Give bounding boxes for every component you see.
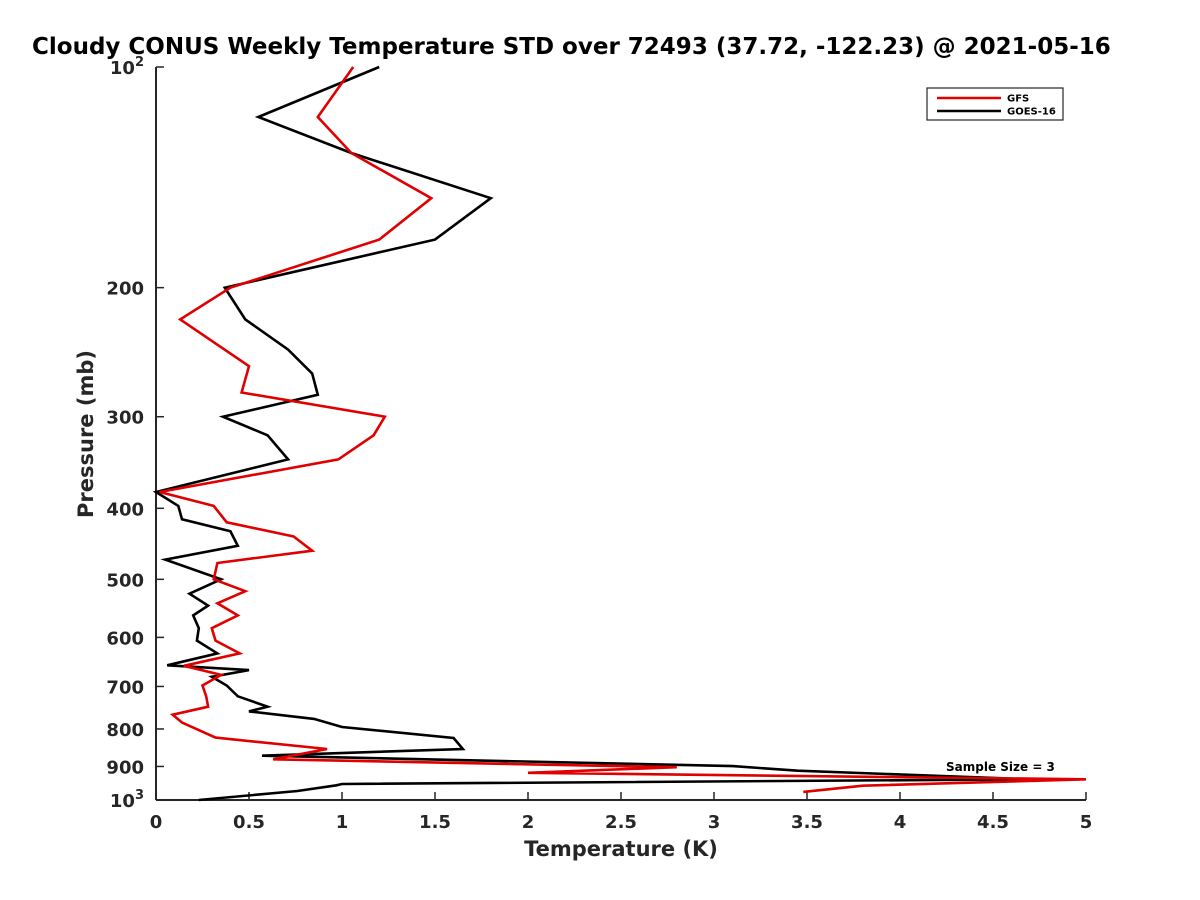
series-line-gfs [159, 66, 1087, 794]
x-axis-ticks: 0 0.5 1 1.5 2 2.5 3 3.5 4 4.5 5 [150, 792, 1093, 833]
x-tick-label: 2 [522, 812, 535, 833]
y-tick-label: 103 [110, 788, 144, 812]
x-tick-label: 3 [708, 812, 721, 833]
legend-label-goes-16: GOES-16 [1007, 107, 1056, 118]
y-axis-label: Pressure (mb) [74, 350, 98, 518]
y-tick-label: 600 [106, 628, 144, 649]
x-axis-label: Temperature (K) [524, 837, 718, 861]
series-lines [152, 65, 1087, 802]
series-line-goes-16 [152, 65, 1031, 802]
y-tick-label: 800 [106, 720, 144, 741]
x-tick-label: 5 [1080, 812, 1093, 833]
sample-size-annotation: Sample Size = 3 [946, 760, 1055, 774]
x-tick-label: 3.5 [791, 812, 823, 833]
y-tick-label: 500 [106, 570, 144, 591]
x-tick-label: 4 [894, 812, 907, 833]
y-tick-label: 400 [106, 499, 144, 520]
legend-box [926, 87, 1064, 121]
y-tick-label: 700 [106, 677, 144, 698]
x-tick-label: 0 [150, 812, 163, 833]
legend-label-gfs: GFS [1007, 94, 1029, 105]
y-tick-label: 900 [106, 757, 144, 778]
x-tick-label: 0.5 [233, 812, 265, 833]
x-tick-label: 1.5 [419, 812, 451, 833]
legend: GFS GOES-16 [926, 87, 1064, 121]
plot-area [156, 67, 1086, 800]
y-tick-label: 300 [106, 408, 144, 429]
y-tick-label: 200 [106, 279, 144, 300]
x-tick-label: 1 [336, 812, 349, 833]
x-tick-label: 2.5 [605, 812, 637, 833]
chart-title: Cloudy CONUS Weekly Temperature STD over… [32, 34, 1111, 60]
x-tick-label: 4.5 [977, 812, 1009, 833]
y-axis-ticks: 102 200 300 400 500 600 700 800 900 103 [106, 55, 164, 812]
y-tick-label: 102 [110, 55, 144, 79]
